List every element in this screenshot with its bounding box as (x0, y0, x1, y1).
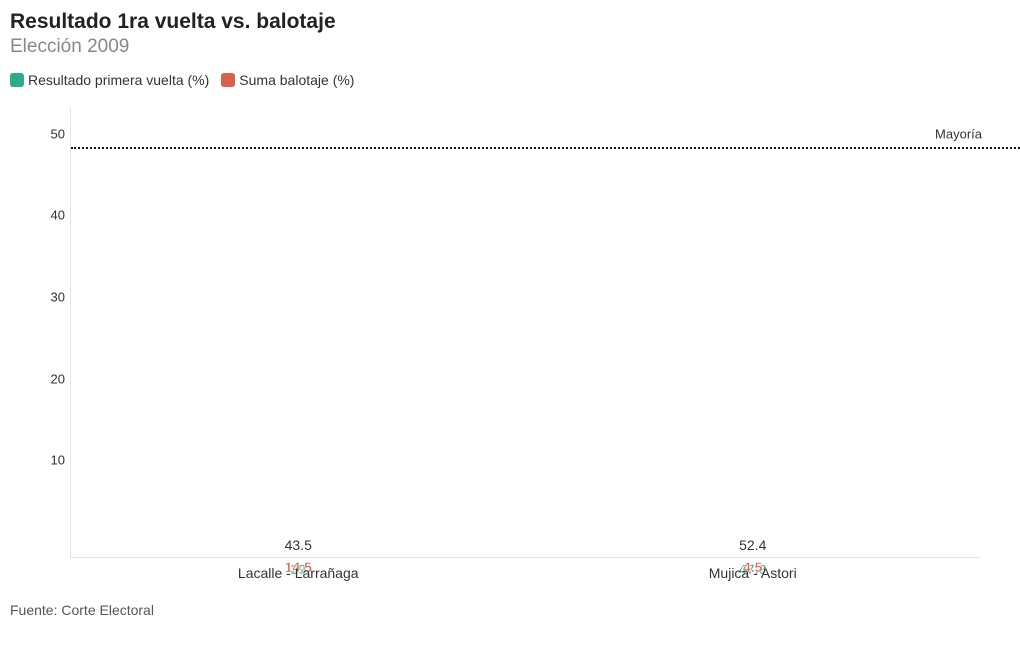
y-tick: 50 (37, 126, 65, 141)
source-text: Fuente: Corte Electoral (10, 602, 1010, 618)
plot-area: 1020304050Mayoría2914.543.5Lacalle - Lar… (70, 108, 980, 558)
y-tick: 30 (37, 290, 65, 305)
y-tick: 40 (37, 208, 65, 223)
bar-total-label: 52.4 (571, 537, 935, 553)
legend-swatch-b (221, 73, 235, 87)
chart: 1020304050Mayoría2914.543.5Lacalle - Lar… (10, 108, 990, 588)
legend-label-b: Suma balotaje (%) (239, 72, 354, 88)
majority-label: Mayoría (931, 126, 982, 141)
legend-item-series-a: Resultado primera vuelta (%) (10, 72, 209, 88)
legend-swatch-a (10, 73, 24, 87)
bar-total-label: 43.5 (116, 537, 480, 553)
legend: Resultado primera vuelta (%) Suma balota… (10, 72, 1010, 88)
majority-line (71, 147, 1020, 149)
chart-title: Resultado 1ra vuelta vs. balotaje (10, 10, 1010, 34)
legend-label-a: Resultado primera vuelta (%) (28, 72, 209, 88)
legend-item-series-b: Suma balotaje (%) (221, 72, 354, 88)
y-tick: 10 (37, 453, 65, 468)
x-category-label: Lacalle - Larrañaga (116, 565, 480, 581)
chart-subtitle: Elección 2009 (10, 36, 1010, 58)
x-category-label: Mujica - Astori (571, 565, 935, 581)
y-tick: 20 (37, 371, 65, 386)
